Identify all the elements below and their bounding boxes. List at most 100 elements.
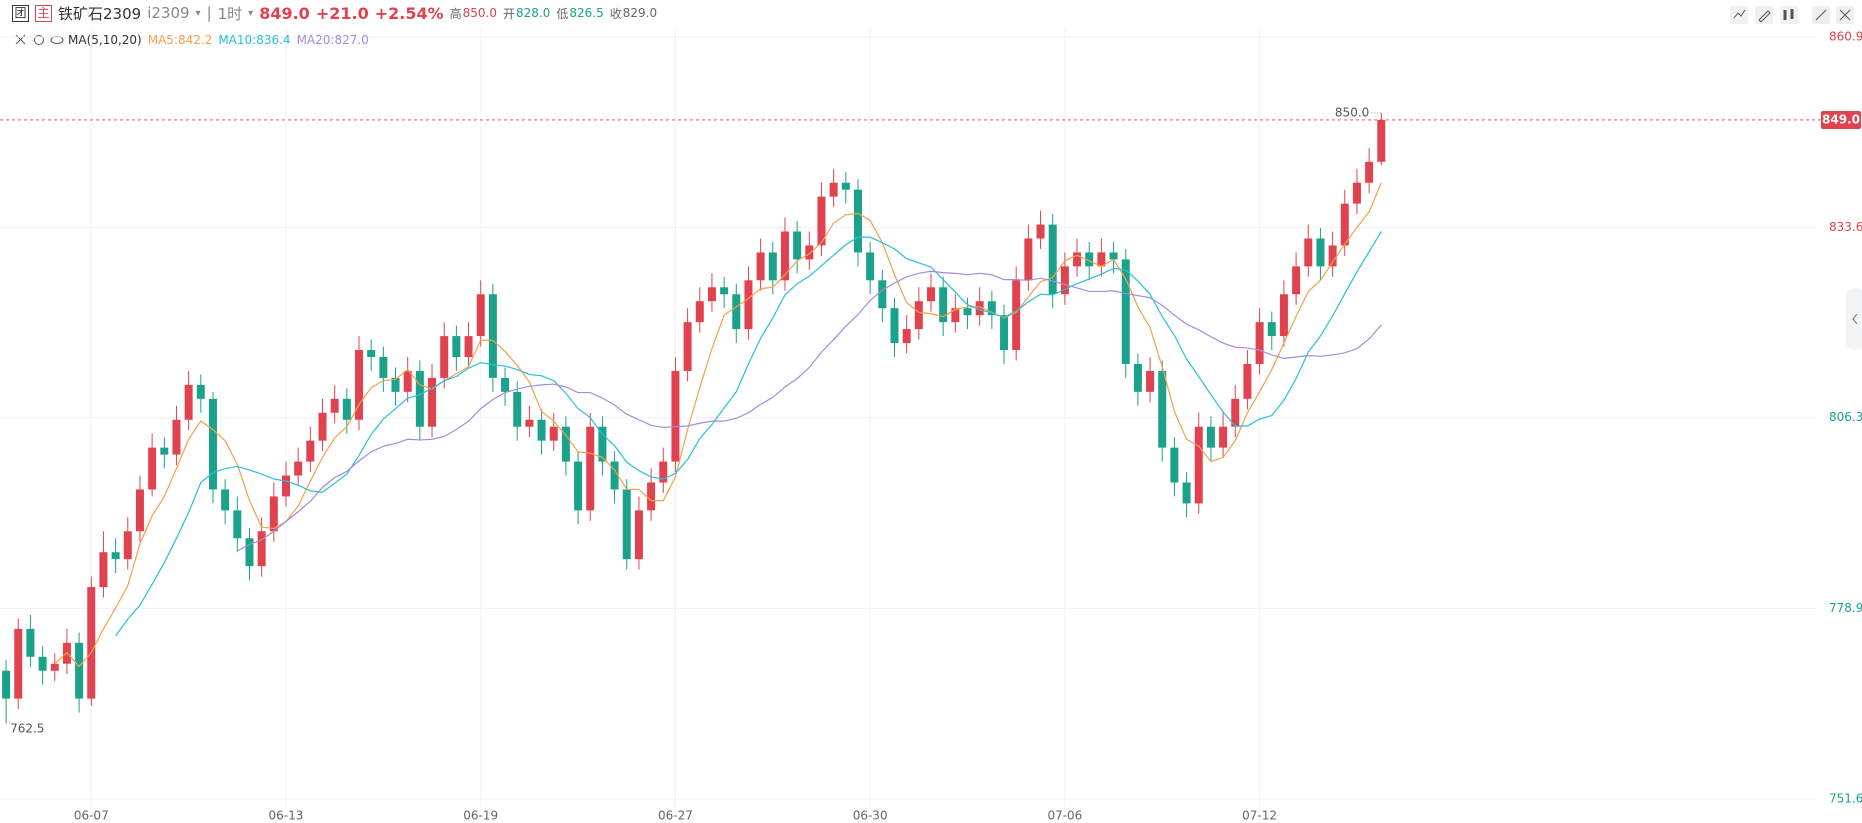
candle-body (1206, 426, 1215, 448)
symbol-name: 铁矿石2309 (58, 4, 142, 23)
candle-body (768, 252, 777, 281)
candle-body (574, 461, 583, 511)
label: 开 (503, 6, 516, 21)
collapse-tab[interactable] (1846, 288, 1862, 350)
candle-body (939, 287, 948, 323)
candle-body (659, 461, 668, 483)
candle-body (780, 231, 789, 281)
legend-entry: MA20:827.0 (296, 33, 369, 47)
grid (0, 30, 1817, 807)
candle-body (476, 294, 485, 337)
period[interactable]: 1时 (217, 4, 243, 23)
icon: 团 (12, 4, 29, 22)
header: 团 主 铁矿石2309 i2309 ▾ | 1时 ▾ 849.0 +21.0 +… (12, 2, 657, 24)
settings-icon[interactable] (34, 35, 44, 45)
value: 826.5 (569, 6, 604, 20)
candle-body (817, 196, 826, 246)
candle-body (281, 475, 290, 497)
candle-body (866, 252, 875, 281)
candle-body (1097, 252, 1106, 267)
x-tick-label: 06-30 (853, 809, 888, 823)
y-tick-label: 860.9 (1829, 30, 1862, 44)
candle-body (1377, 119, 1386, 162)
candle-body (257, 531, 266, 567)
candle-body (1085, 252, 1094, 267)
candle-body (245, 538, 254, 567)
candle-body (87, 587, 96, 699)
candle-body (1243, 363, 1252, 399)
legend-entry: MA5:842.2 (147, 33, 213, 47)
candle-body (610, 461, 619, 490)
candle-body (1304, 238, 1313, 267)
candle-body (1255, 322, 1264, 364)
candle-body (829, 182, 838, 197)
candle-body (318, 412, 327, 441)
candle-body (525, 419, 534, 427)
candle-body (671, 370, 680, 462)
tool-button[interactable] (1780, 6, 1798, 24)
candle-body (1109, 252, 1118, 260)
candle-body (75, 642, 84, 699)
value: 828.0 (516, 6, 551, 20)
ma-line (115, 231, 1382, 637)
candle-body (330, 398, 339, 413)
candle-body (208, 398, 217, 490)
remove-icon[interactable] (15, 34, 26, 45)
value: 829.0 (622, 6, 658, 20)
symbol-code[interactable]: i2309 (147, 4, 190, 22)
x-tick-label: 07-06 (1047, 809, 1082, 823)
candle-body (1267, 322, 1276, 337)
visibility-icon[interactable] (50, 36, 64, 44)
candle-body (488, 294, 497, 378)
candle-body (355, 350, 364, 420)
icon: 主 (35, 4, 52, 22)
candle-body (1012, 280, 1021, 351)
candle-body (561, 426, 570, 462)
candle-body (464, 336, 473, 357)
candle-body (1024, 238, 1033, 281)
candle-body (622, 489, 631, 560)
candle-body (342, 398, 351, 420)
candle-body (1316, 238, 1325, 267)
candle-body (1170, 447, 1179, 483)
label: 低 (556, 6, 569, 21)
candle-body (732, 294, 741, 330)
candle-body (537, 419, 546, 441)
candle-body (549, 426, 558, 441)
candle-body (975, 301, 984, 316)
change-pct: +2.54% (374, 3, 444, 23)
candle-body (1000, 315, 1009, 351)
candle-body (890, 308, 899, 344)
change: +21.0 (315, 3, 369, 23)
indicator: MA(5,10,20) (68, 33, 142, 47)
tool-icon (1758, 10, 1771, 23)
dropdown-caret[interactable]: ▾ (195, 7, 201, 19)
candle-body (1352, 182, 1361, 204)
x-tick-label: 06-19 (463, 809, 498, 823)
candle-body (123, 531, 132, 560)
dropdown-caret[interactable]: ▾ (248, 7, 254, 19)
last-price-tag (1821, 110, 1861, 129)
candle-body (805, 245, 814, 260)
candle-body (1121, 259, 1130, 364)
divider: | (206, 4, 212, 22)
candle-body (963, 308, 972, 316)
candle-body (2, 670, 11, 699)
y-tick-label: 751.6 (1829, 792, 1862, 806)
candle-body (598, 426, 607, 462)
candle-body (951, 308, 960, 323)
tool-icon (1783, 9, 1794, 20)
candle-body (184, 384, 193, 420)
tool-icon (1815, 9, 1827, 21)
candle-body (50, 663, 59, 671)
candle-body (1279, 294, 1288, 337)
last-price-label: 849.0 (1822, 112, 1860, 126)
candle-body (99, 552, 108, 588)
candle-body (440, 336, 449, 378)
candle-body (1231, 398, 1240, 427)
candle-body (14, 628, 23, 699)
ma-line (54, 182, 1382, 668)
candle-body (1133, 363, 1142, 392)
tool-button[interactable] (1730, 6, 1748, 24)
